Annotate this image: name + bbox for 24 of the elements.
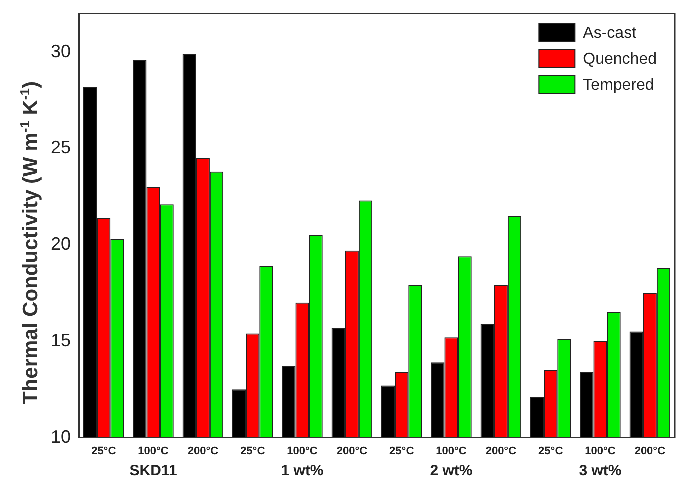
y-tick-label: 20 [50, 234, 72, 254]
y-tick-label: 10 [50, 426, 72, 447]
y-tick-label: 25 [50, 138, 72, 158]
y-tick-label: 30 [50, 41, 72, 62]
text: 2 wt% [430, 462, 473, 480]
x-tick-label: 200°C [634, 445, 666, 458]
x-tick-label: 25°C [390, 445, 414, 458]
legend-label: As-cast [583, 25, 638, 42]
y-tick-label: 15 [50, 330, 72, 350]
x-tick-label: 200°C [188, 445, 219, 458]
legend-label: Quenched [583, 51, 658, 68]
x-tick-label: 100°C [436, 445, 467, 458]
x-tick-label: 100°C [287, 445, 318, 458]
text: 3 wt% [579, 462, 622, 480]
legend-label: Tempered [583, 77, 654, 94]
x-tick-label: 200°C [336, 445, 368, 458]
text: SKD11 [130, 462, 178, 480]
x-tick-label: 100°C [585, 445, 616, 458]
x-tick-label: 25°C [240, 445, 266, 458]
x-tick-label: 25°C [538, 445, 564, 458]
x-tick-label: 200°C [486, 445, 517, 458]
x-tick-label: 100°C [138, 445, 169, 458]
x-tick-label: 25°C [92, 445, 116, 458]
text: 1 wt% [281, 462, 324, 480]
